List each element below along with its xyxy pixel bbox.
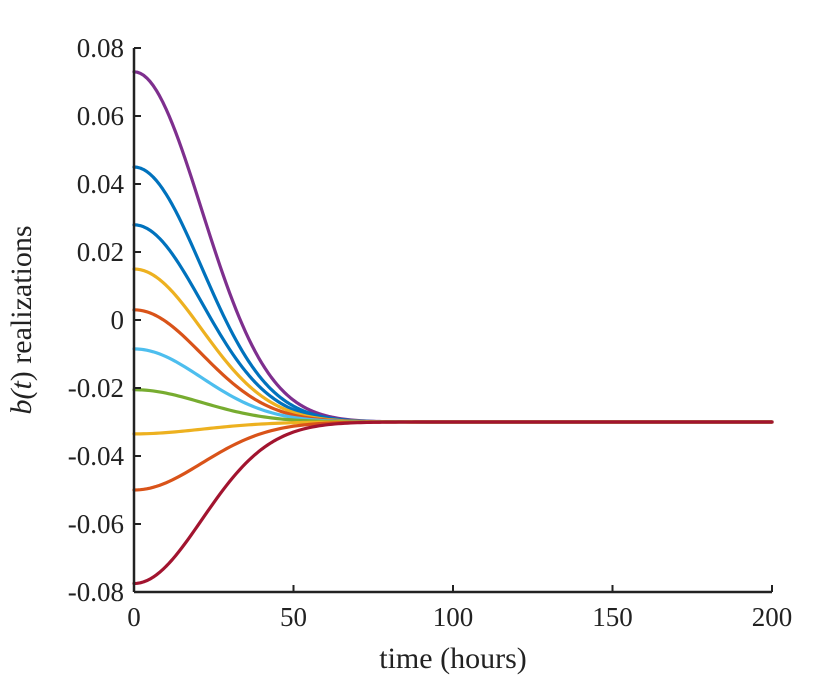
- x-tick-label: 0: [127, 602, 141, 632]
- y-axis-title: b(t) realizations: [5, 225, 38, 414]
- y-axis-title-var: t: [5, 381, 38, 390]
- ticks-layer: 0 50 100 150 200 0.08 0.06 0.04 0.02 0 -0.02 -0.04 -…: [68, 33, 793, 632]
- x-tick-label: 150: [592, 602, 633, 632]
- y-tick-label: -0.04: [68, 441, 125, 471]
- y-tick-label: 0.06: [77, 101, 124, 131]
- series-line-3: [132, 223, 774, 424]
- y-tick-label: -0.06: [68, 509, 124, 539]
- y-tick-label: 0.08: [77, 33, 124, 63]
- axes-layer: [132, 48, 772, 594]
- x-axis-title: time (hours): [379, 642, 526, 675]
- y-tick-label: 0: [111, 305, 125, 335]
- x-tick-label: 100: [433, 602, 474, 632]
- series-layer: [132, 70, 774, 586]
- y-tick-label: -0.02: [68, 373, 124, 403]
- y-tick-label: 0.02: [77, 237, 124, 267]
- series-line-8: [132, 420, 774, 436]
- y-axis-title-suffix: ) realizations: [5, 225, 38, 381]
- series-line-10: [132, 420, 774, 586]
- series-line-1: [132, 70, 774, 424]
- y-axis-title-prefix: b(: [5, 388, 38, 415]
- y-tick-label: 0.04: [77, 169, 125, 199]
- x-tick-label: 50: [280, 602, 307, 632]
- x-tick-label: 200: [752, 602, 793, 632]
- y-tick-label: -0.08: [68, 577, 124, 607]
